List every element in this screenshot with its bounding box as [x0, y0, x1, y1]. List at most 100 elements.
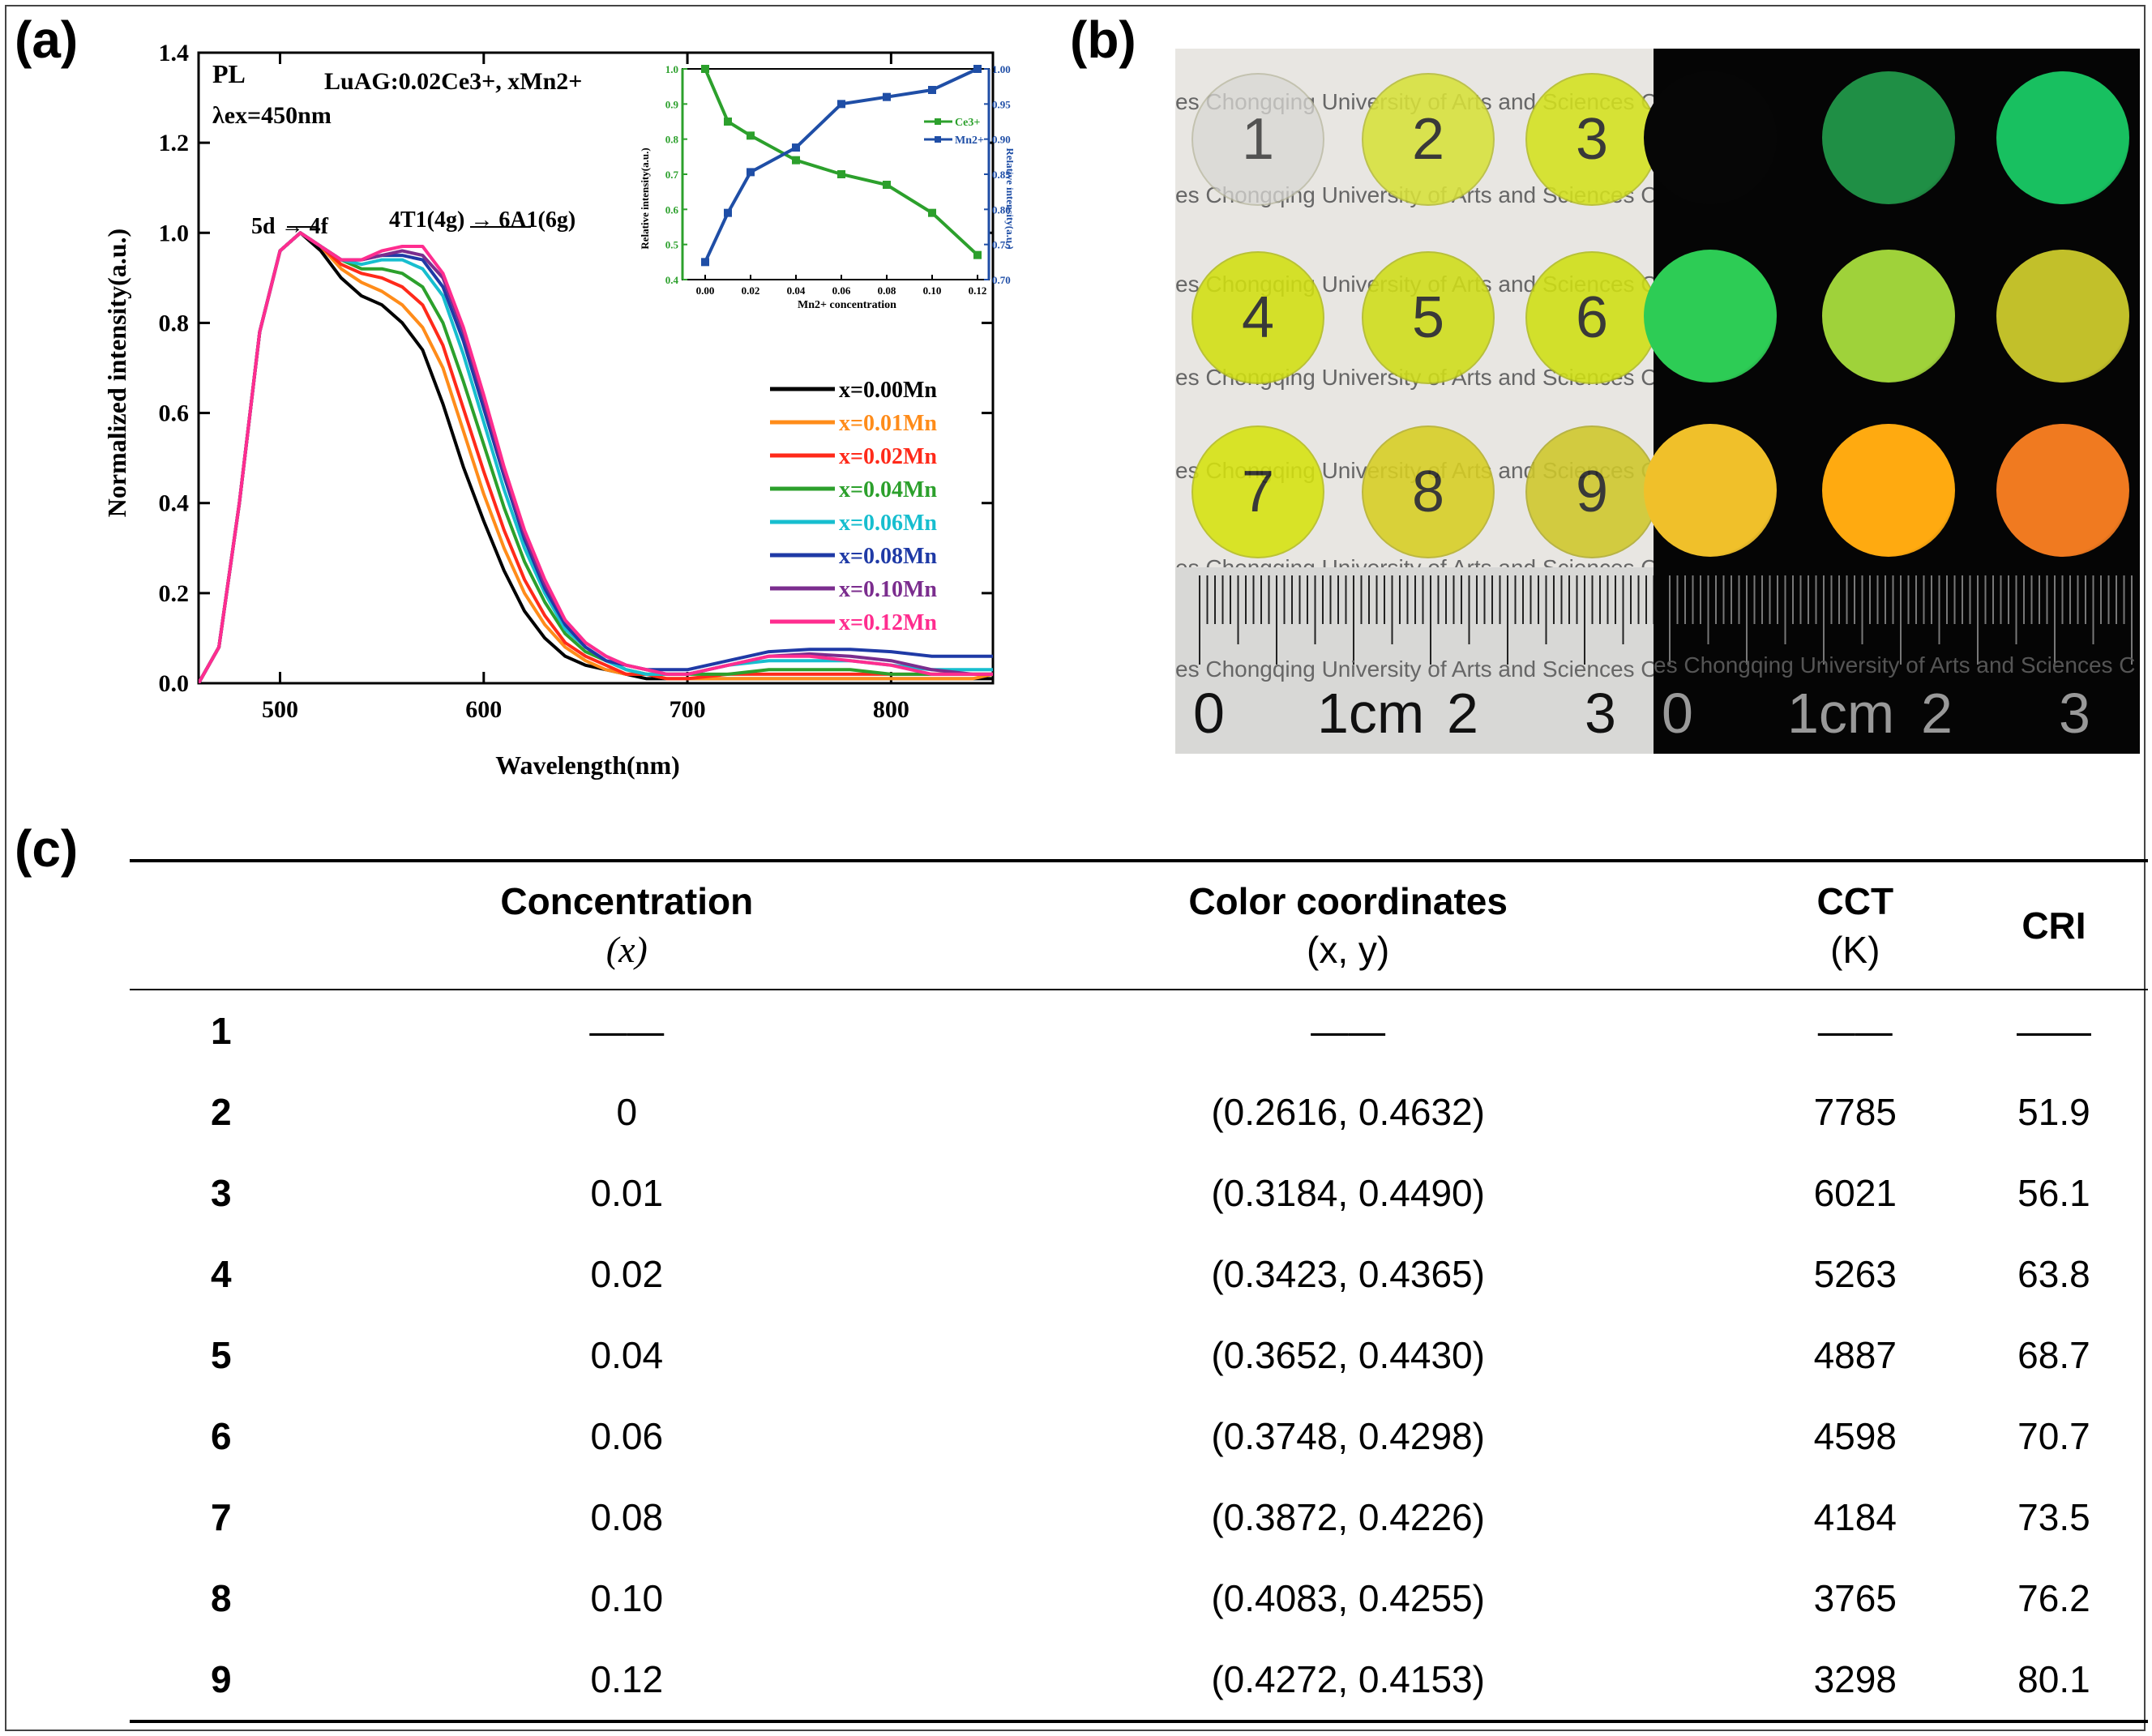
- row-id-cell: 6: [211, 1415, 232, 1457]
- header-cri: CRI: [2022, 904, 2086, 947]
- table-row: 7 0.08 (0.3872, 0.4226) 4184 73.5: [130, 1477, 2148, 1558]
- table-cell: 4184: [1813, 1496, 1897, 1538]
- table-row: 2 0 (0.2616, 0.4632) 7785 51.9: [130, 1071, 2148, 1152]
- ruler-label: 0: [1662, 682, 1693, 745]
- daylight-photo: es Chongqing University of Arts and Scie…: [1175, 49, 1658, 754]
- table-row: 5 0.04 (0.3652, 0.4430) 4887 68.7: [130, 1315, 2148, 1396]
- inset-y-axis-title-left: Relative intensity(a.u.): [639, 148, 651, 249]
- inset-y-tick-label: 0.4: [665, 274, 679, 286]
- header-cct: CCT (K): [1816, 880, 1894, 971]
- table-cell: 0.06: [590, 1415, 664, 1457]
- table-cell: (0.3872, 0.4226): [1211, 1496, 1485, 1538]
- ruler-label: 2: [1447, 682, 1478, 745]
- table-cell: 3765: [1813, 1577, 1897, 1619]
- table-cell: (0.3652, 0.4430): [1211, 1334, 1485, 1376]
- table-cell: 7785: [1813, 1091, 1897, 1133]
- table-cell: (0.4083, 0.4255): [1211, 1577, 1485, 1619]
- disc-number: 6: [1575, 285, 1609, 350]
- table-cell: (0.3423, 0.4365): [1211, 1253, 1485, 1295]
- sample-disc: 7: [1192, 425, 1324, 558]
- inset-data-point: [883, 92, 891, 101]
- disc-number: 2: [1411, 107, 1445, 172]
- plot-frame: [197, 51, 995, 685]
- ruler-label: 2: [1921, 682, 1953, 745]
- ruler-label: 3: [1585, 682, 1616, 745]
- chart-annotation-lambda: λex=450nm: [212, 102, 332, 129]
- legend-label: x=0.10Mn: [839, 577, 937, 602]
- inset-y-tick-label-right: 0.80: [992, 203, 1011, 216]
- glow-disc: [1996, 250, 2129, 383]
- inset-data-point: [928, 208, 936, 217]
- sample-photographs: es Chongqing University of Arts and Scie…: [1175, 49, 2140, 754]
- table-cell: (0.3184, 0.4490): [1211, 1172, 1485, 1214]
- table-cell: 0.01: [590, 1172, 664, 1214]
- glow-disc: [1644, 424, 1777, 557]
- table-cell: ——: [1817, 1010, 1893, 1052]
- table-cell: (0.3748, 0.4298): [1211, 1415, 1485, 1457]
- glow-disc: [1996, 71, 2129, 204]
- inset-y-tick-label: 1.0: [665, 63, 678, 75]
- chart-annotation-pl: PL: [212, 59, 246, 88]
- inset-data-point: [792, 143, 800, 152]
- row-id-cell: 2: [211, 1091, 232, 1133]
- sample-disc: 5: [1362, 251, 1495, 384]
- table-cell: 0.10: [590, 1577, 664, 1619]
- inset-x-tick-label: 0.12: [969, 284, 987, 297]
- inset-y-tick-label-right: 0.85: [992, 169, 1011, 181]
- table-cell: (0.2616, 0.4632): [1211, 1091, 1485, 1133]
- table-cell: 0.08: [590, 1496, 664, 1538]
- sample-disc: 8: [1362, 425, 1495, 558]
- table-cell: 63.8: [2017, 1253, 2090, 1295]
- row-id-cell: 8: [211, 1577, 232, 1619]
- disc-number: 9: [1575, 460, 1609, 524]
- row-id-cell: 1: [211, 1010, 232, 1052]
- pl-spectra-chart: 500 600 700 800 0.0 0.2 0.4 0.6 0.8 1.0 1.2 1.4 x=0.…: [102, 40, 1013, 780]
- y-tick-label: 0.6: [159, 400, 190, 427]
- inset-y-tick-label-right: 0.90: [992, 134, 1011, 146]
- ruler-label: 3: [2059, 682, 2090, 745]
- inset-data-point: [747, 168, 755, 177]
- table-cell: 4887: [1813, 1334, 1897, 1376]
- header-concentration: Concentration (x): [500, 880, 754, 970]
- table-cell: (0.4272, 0.4153): [1211, 1658, 1485, 1700]
- inset-data-point: [792, 156, 800, 165]
- inset-data-point: [928, 86, 936, 94]
- inset-data-point: [883, 181, 891, 189]
- table-cell: ——: [2016, 1010, 2091, 1052]
- glow-disc: [1996, 424, 2129, 557]
- table-cell: 0.04: [590, 1334, 664, 1376]
- table-header-row: Concentration (x) Color coordinates (x, …: [130, 861, 2148, 990]
- ruler-ticks-glow: [1669, 575, 2133, 665]
- x-tick-label: 600: [465, 696, 502, 723]
- row-id-cell: 3: [211, 1172, 232, 1214]
- inset-data-point: [973, 65, 982, 73]
- inset-legend-marker: [935, 136, 941, 143]
- sample-disc: 1: [1192, 73, 1324, 206]
- legend-label: x=0.04Mn: [839, 477, 937, 502]
- table-cell: 0: [616, 1091, 638, 1133]
- disc-number: 3: [1575, 107, 1609, 172]
- panel-label-c: (c): [15, 819, 79, 878]
- inset-data-point: [724, 118, 732, 126]
- legend-label: x=0.00Mn: [839, 378, 937, 403]
- inset-data-point: [837, 100, 845, 109]
- glow-disc: [1822, 424, 1955, 557]
- watermark-text: es Chongqing University of Arts and Scie…: [1175, 656, 1654, 682]
- legend-label: x=0.12Mn: [839, 610, 937, 635]
- colorimetry-table: Concentration (x) Color coordinates (x, …: [130, 859, 2148, 1723]
- table-row: 4 0.02 (0.3423, 0.4365) 5263 63.8: [130, 1234, 2148, 1315]
- table-cell: 76.2: [2017, 1577, 2090, 1619]
- glow-disc: [1644, 71, 1777, 204]
- header-sample: [130, 861, 308, 990]
- ruler-label: 1cm: [1317, 682, 1425, 745]
- inset-y-tick-label: 0.9: [665, 98, 679, 110]
- y-tick-label: 1.4: [159, 40, 190, 66]
- table-cell: 56.1: [2017, 1172, 2090, 1214]
- table-cell: ——: [589, 1010, 665, 1052]
- figure-frame: [5, 5, 2146, 1731]
- inset-data-point: [701, 65, 709, 73]
- row-id-cell: 9: [211, 1658, 232, 1700]
- inset-x-tick-label: 0.10: [923, 284, 942, 297]
- y-tick-label: 0.2: [159, 580, 190, 607]
- sample-disc: 3: [1525, 73, 1658, 206]
